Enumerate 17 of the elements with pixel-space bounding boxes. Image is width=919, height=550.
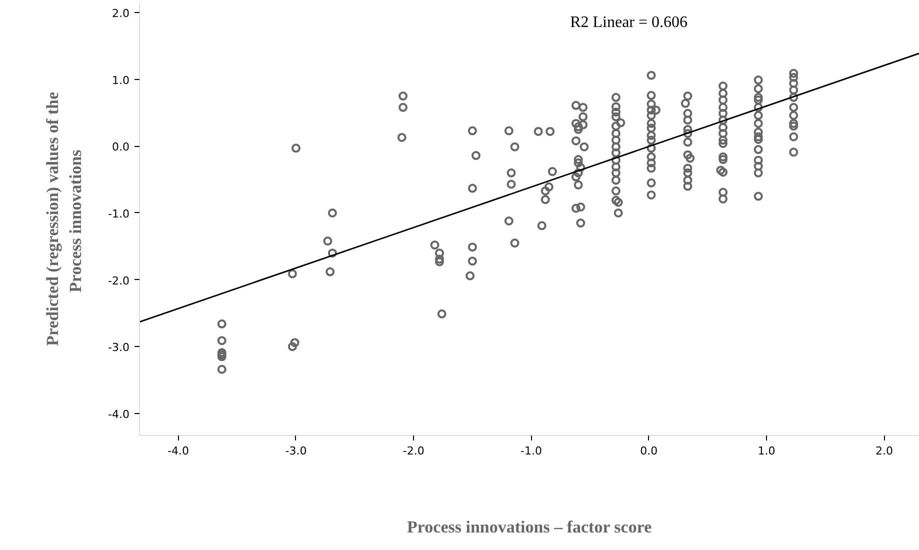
y-tick-label: 1.0 (112, 74, 130, 87)
y-axis-title: Predicted (regression) values of the Process innovations (43, 92, 86, 346)
x-tick-label: -1.0 (520, 444, 542, 458)
x-tick-label: 1.0 (758, 444, 776, 458)
x-tick-label: -3.0 (285, 444, 307, 458)
y-tick-label: 2.0 (112, 7, 130, 20)
y-tick-label: -1.0 (108, 207, 130, 220)
y-tick-label: -4.0 (108, 408, 130, 421)
x-axis-title: Process innovations – factor score (407, 518, 652, 536)
x-tick-label: 2.0 (875, 444, 893, 458)
x-tick-label: 0.0 (640, 444, 658, 458)
y-tick-label: 0.0 (112, 140, 130, 154)
annotation: R2 Linear = 0.606 (570, 14, 688, 32)
x-tick-label: -4.0 (168, 444, 190, 458)
y-tick-label: -2.0 (108, 274, 130, 288)
y-tick-label: -3.0 (108, 341, 130, 354)
x-tick-label: -2.0 (402, 444, 424, 458)
